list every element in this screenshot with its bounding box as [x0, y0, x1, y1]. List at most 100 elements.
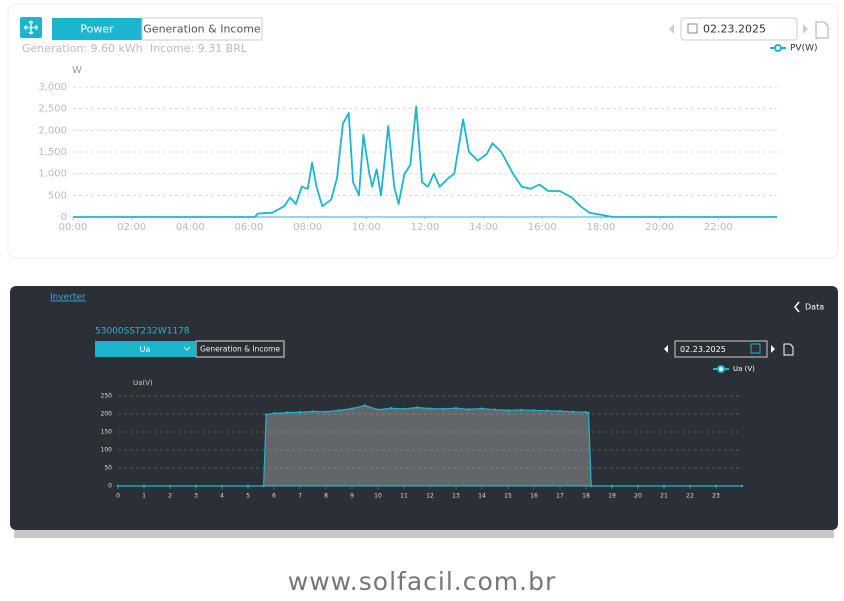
point	[714, 484, 718, 488]
point	[246, 484, 250, 488]
generation-summary: Generation: 9.60 kWh	[22, 42, 143, 55]
footer-url: www.solfacil.com.br	[288, 567, 556, 596]
legend-marker	[774, 44, 782, 52]
tab-generation[interactable]	[141, 17, 263, 41]
point	[493, 408, 497, 411]
y-tick-label: 50	[104, 465, 112, 472]
y-tick-label: 1,000	[38, 169, 67, 180]
prev-date[interactable]	[669, 24, 674, 34]
point	[636, 484, 640, 488]
y-tick-label: 0	[108, 483, 112, 490]
x-tick-label: 02:00	[117, 222, 146, 233]
y-tick-label: 0	[61, 212, 67, 223]
x-tick-label: 22	[686, 493, 694, 500]
x-tick-label: 4	[220, 493, 224, 500]
export-icon-dark[interactable]	[783, 343, 794, 356]
date-value: 02.23.2025	[703, 23, 766, 36]
point	[662, 484, 666, 488]
back-icon[interactable]	[794, 301, 800, 313]
parameter-select[interactable]	[95, 341, 195, 357]
next-date-dark[interactable]	[771, 345, 775, 353]
date-value-dark: 02.23.2025	[680, 345, 726, 354]
x-tick-label: 00:00	[59, 222, 88, 233]
point	[337, 409, 341, 412]
point	[194, 484, 198, 488]
point	[688, 484, 692, 488]
point	[590, 484, 593, 488]
point	[262, 484, 265, 488]
x-tick-label: 20	[634, 493, 642, 500]
point	[519, 408, 523, 412]
point	[441, 407, 445, 411]
tab-generation-dark-label: Generation & Income	[200, 345, 280, 354]
back-label[interactable]: Data	[805, 303, 824, 312]
next-date[interactable]	[803, 24, 808, 34]
x-tick-label: 21	[660, 493, 668, 500]
y-tick-label: 2,000	[38, 125, 67, 136]
point	[168, 484, 172, 488]
point	[402, 407, 406, 411]
y-tick-label: 250	[101, 393, 113, 400]
date-picker[interactable]	[680, 17, 798, 41]
x-tick-label: 9	[350, 493, 354, 500]
y-axis-label: W	[72, 65, 82, 76]
point	[376, 408, 380, 411]
x-tick-label: 8	[324, 493, 328, 500]
point	[272, 412, 276, 415]
prev-date-dark[interactable]	[664, 345, 668, 353]
point	[428, 407, 432, 410]
point	[532, 409, 536, 412]
x-tick-label: 17	[556, 493, 564, 500]
y-tick-label: 100	[101, 447, 113, 454]
tab-power-label: Power	[80, 23, 114, 36]
tab-generation-label: Generation & Income	[143, 23, 261, 36]
x-tick-label: 2	[168, 493, 172, 500]
y-tick-label: 200	[101, 411, 113, 418]
point	[389, 407, 393, 410]
x-tick-label: 15	[504, 493, 512, 500]
x-tick-label: 12:00	[411, 222, 440, 233]
calendar-icon	[687, 23, 698, 34]
point	[467, 408, 471, 411]
x-tick-label: 14:00	[469, 222, 498, 233]
y-tick-label: 2,500	[38, 104, 67, 115]
tab-power[interactable]	[52, 18, 142, 40]
inverter-link[interactable]: Inverter	[50, 293, 86, 303]
export-icon[interactable]	[815, 21, 829, 39]
point	[324, 410, 328, 414]
x-tick-label: 5	[246, 493, 250, 500]
date-picker-dark[interactable]	[674, 340, 768, 358]
x-tick-label: 20:00	[645, 222, 674, 233]
y-tick-label: 500	[48, 190, 67, 201]
x-tick-label: 3	[194, 493, 198, 500]
calendar-icon-dark	[750, 343, 761, 354]
y-tick-label: 150	[101, 429, 113, 436]
x-tick-label: 19	[608, 493, 616, 500]
x-tick-label: 7	[298, 493, 302, 500]
point	[265, 413, 268, 416]
x-tick-label: 11	[400, 493, 408, 500]
x-tick-label: 14	[478, 493, 486, 500]
legend-label: Ua (V)	[733, 365, 755, 373]
x-tick-label: 10:00	[352, 222, 381, 233]
point	[350, 407, 354, 410]
point	[311, 410, 315, 413]
point	[142, 484, 146, 488]
x-tick-label: 13	[452, 493, 460, 500]
x-tick-label: 12	[426, 493, 434, 500]
income-summary: Income: 9.31 BRL	[150, 42, 248, 55]
point	[220, 484, 224, 488]
move-icon	[24, 20, 38, 35]
x-tick-label: 06:00	[235, 222, 264, 233]
y-tick-label: 1,500	[38, 147, 67, 158]
point	[584, 411, 588, 414]
legend-marker	[717, 365, 725, 373]
point	[116, 484, 120, 488]
x-tick-label: 18:00	[587, 222, 616, 233]
tab-generation-dark[interactable]	[195, 340, 285, 358]
point	[587, 411, 590, 415]
point	[285, 411, 289, 414]
chevron	[183, 346, 191, 351]
x-tick-label: 16	[530, 493, 538, 500]
